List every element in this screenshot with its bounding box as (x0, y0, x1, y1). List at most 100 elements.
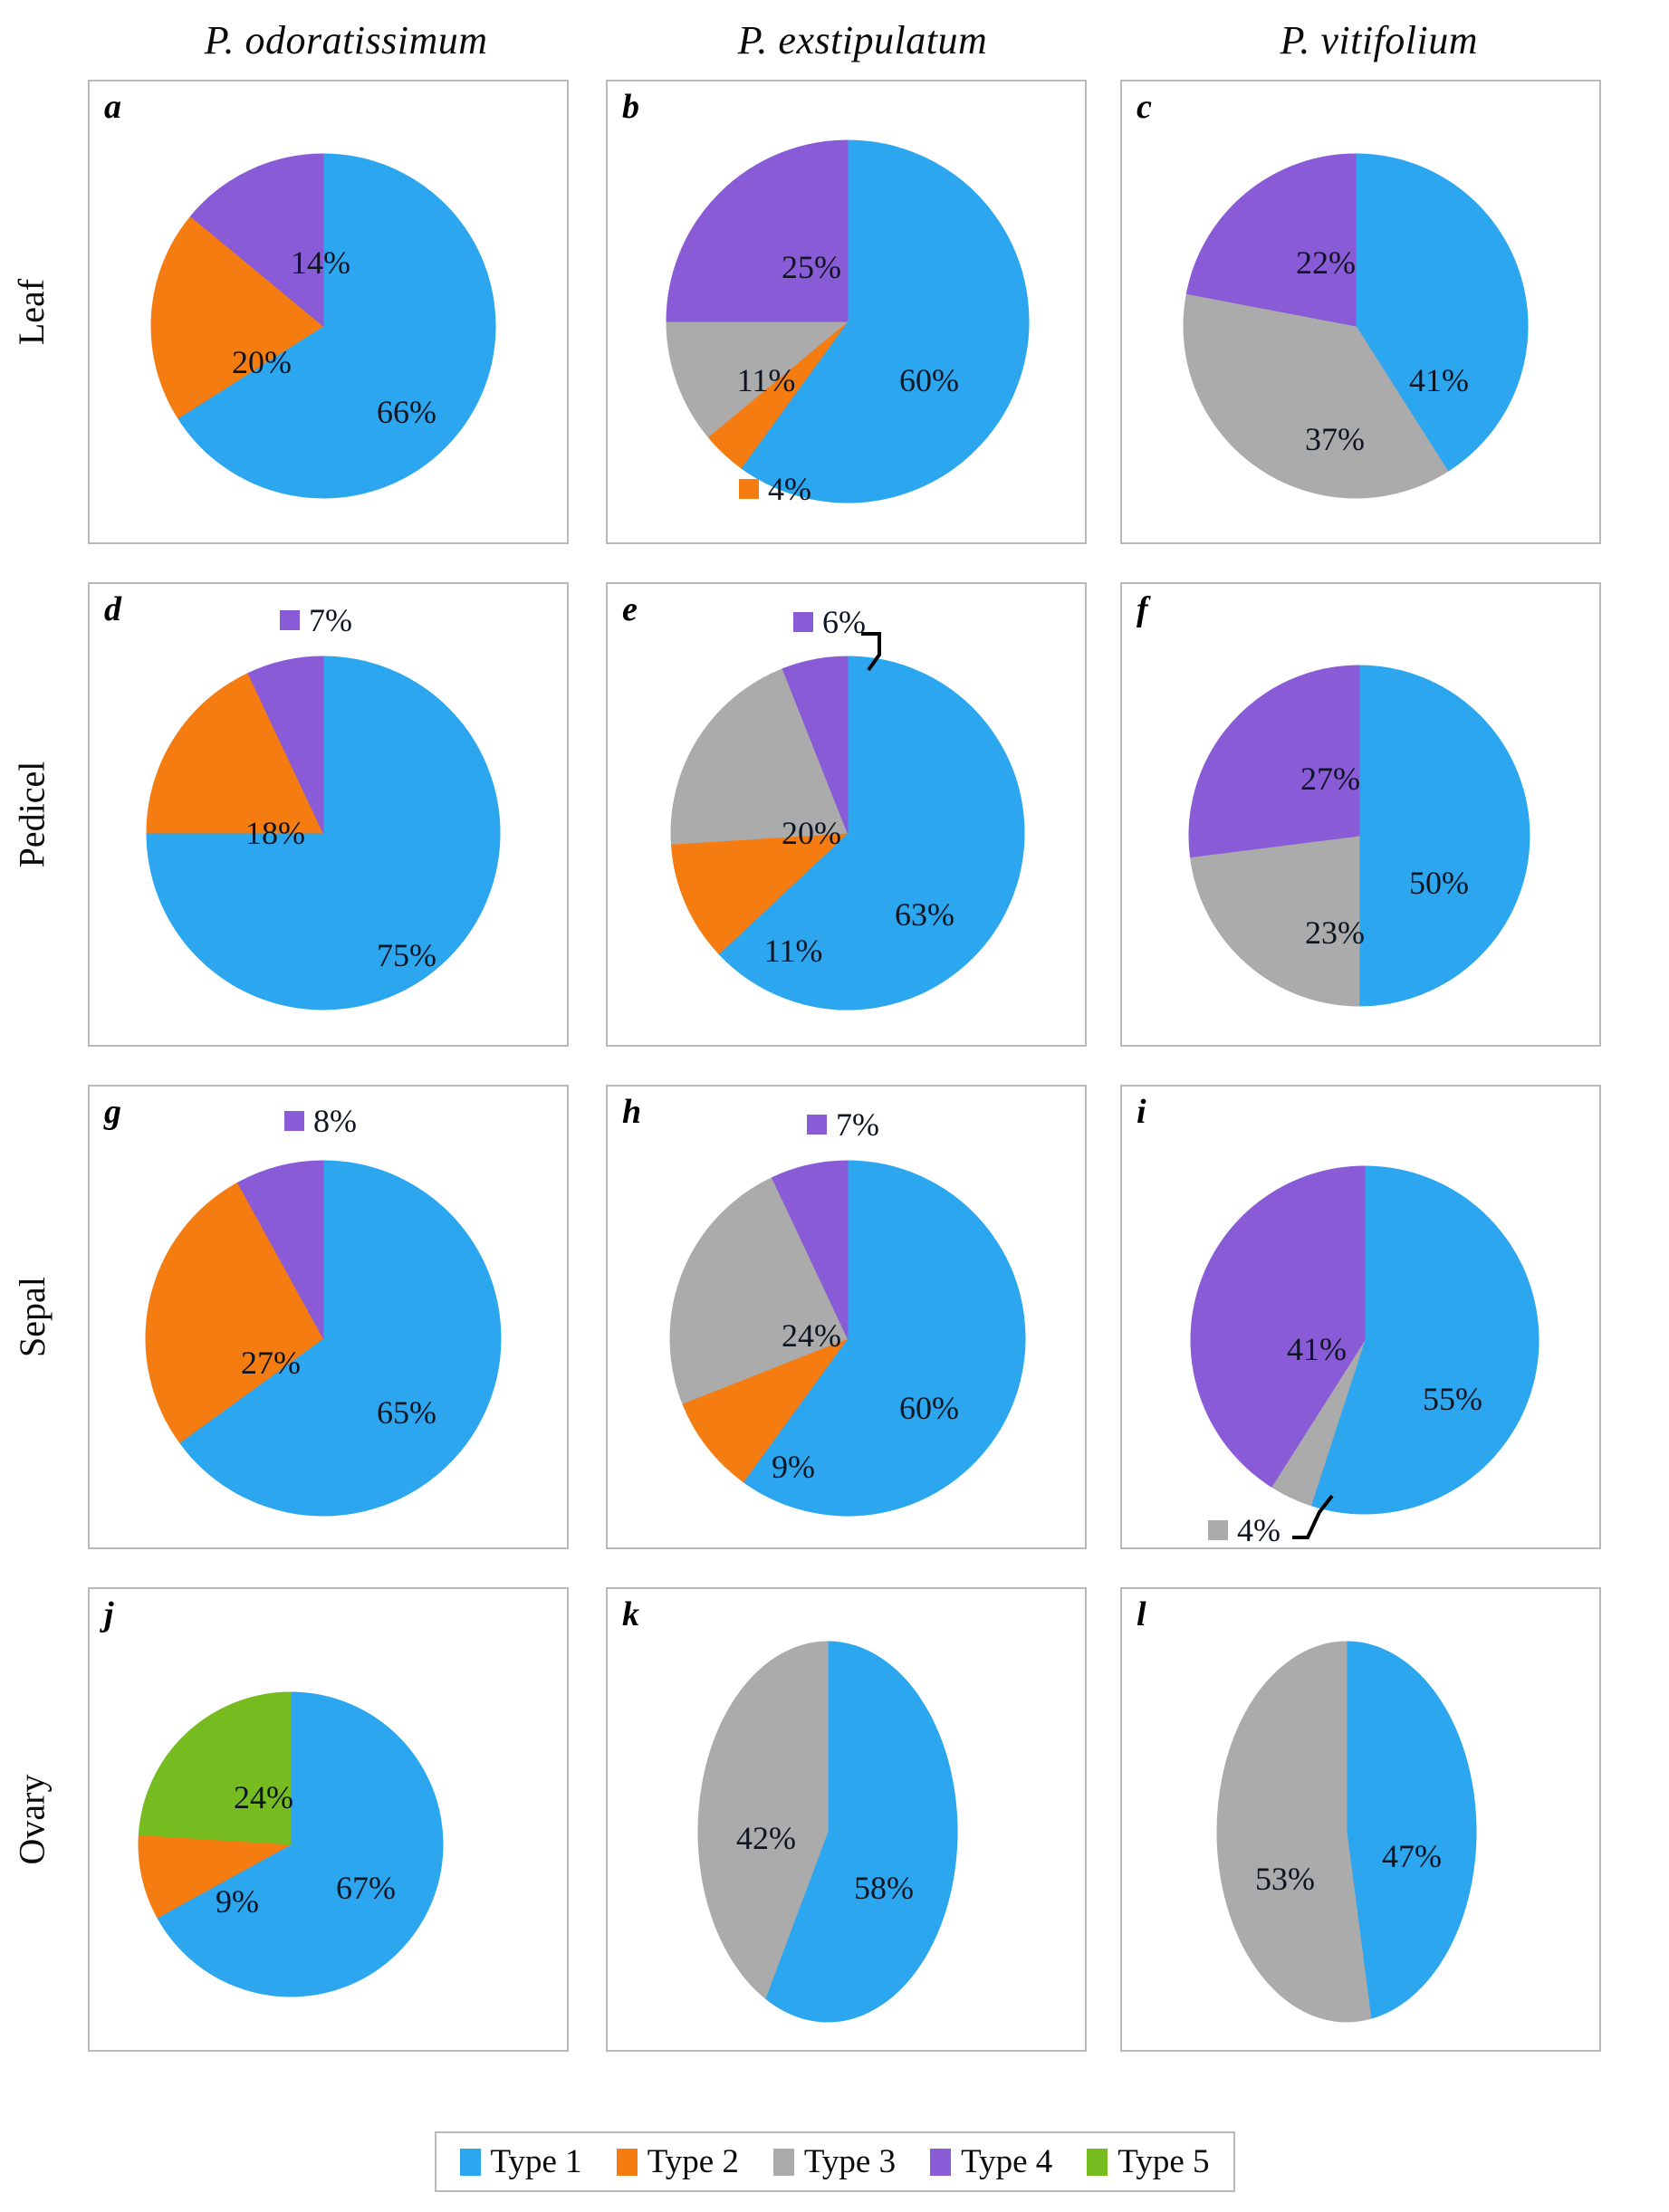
pie-slice-a-type-2[interactable] (150, 215, 324, 419)
panel-letter-d: d (104, 590, 121, 628)
pie-slice-f-type-4[interactable] (1188, 665, 1360, 858)
pie-slice-b-type-4[interactable] (666, 139, 849, 322)
external-slice-label-g: 8% (284, 1102, 357, 1140)
slice-label-a-0: 66% (377, 394, 436, 430)
external-slice-label-b: 4% (739, 470, 811, 508)
pie-slice-i-type-1[interactable] (1310, 1165, 1540, 1515)
slice-label-g-1: 27% (241, 1345, 301, 1381)
pie-slice-b-type-3[interactable] (666, 321, 849, 438)
pie-slice-h-type-3[interactable] (669, 1176, 849, 1404)
pie-slice-f-type-1[interactable] (1358, 665, 1530, 1007)
pie-slice-b-type-1[interactable] (740, 139, 1030, 503)
pie-b (666, 139, 1030, 503)
legend-item-type-4[interactable]: Type 4 (930, 2142, 1052, 2181)
column-header-odoratissimum: P. odoratissimum (204, 17, 488, 62)
legend-item-type-5[interactable]: Type 5 (1087, 2142, 1210, 2181)
pie-slice-d-type-1[interactable] (146, 656, 501, 1010)
pie-d (146, 656, 501, 1010)
legend-item-type-1[interactable]: Type 1 (459, 2142, 582, 2181)
legend-label: Type 1 (490, 2143, 582, 2180)
pie-panel-d: d 75% 18% 7% (88, 582, 569, 1047)
slice-label-b-3: 25% (782, 249, 841, 285)
pie-panel-f: f 50% 23% 27% (1120, 582, 1601, 1047)
legend-item-type-3[interactable]: Type 3 (772, 2142, 896, 2181)
external-slice-label-e: 6% (793, 603, 866, 641)
row-label-sepal: Sepal (0, 1085, 63, 1549)
row-label-leaf: Leaf (0, 80, 63, 544)
row-label-ovary-text: Ovary (11, 1774, 53, 1865)
pie-slice-j-type-2[interactable] (138, 1834, 293, 1919)
slice-label-h-0: 60% (899, 1390, 959, 1426)
pie-slice-l-type-1[interactable] (1346, 1641, 1477, 2019)
pie-slice-d-type-4[interactable] (247, 656, 324, 834)
pie-slice-e-type-2[interactable] (670, 832, 849, 955)
pie-slice-i-type-4[interactable] (1190, 1165, 1366, 1488)
slice-swatch-icon (739, 479, 759, 499)
column-header-vitifolium: P. vitifolium (1280, 17, 1478, 62)
external-slice-label-h: 7% (807, 1106, 879, 1144)
pie-slice-a-type-4[interactable] (189, 153, 324, 328)
pie-slice-g-type-1[interactable] (178, 1160, 502, 1517)
pie-slice-j-type-1[interactable] (157, 1691, 444, 1997)
row-label-sepal-text: Sepal (11, 1277, 53, 1357)
row-label-pedicel: Pedicel (0, 582, 63, 1047)
pie-panel-g: g 65% 27% 8% (88, 1085, 569, 1549)
legend-label: Type 2 (647, 2143, 739, 2180)
pie-slice-g-type-4[interactable] (236, 1160, 324, 1339)
pie-slice-l-type-3[interactable] (1216, 1641, 1372, 2023)
slice-label-i-0: 55% (1423, 1381, 1482, 1417)
pie-slice-c-type-3[interactable] (1183, 292, 1449, 499)
pie-panel-b: b 60% 4% 11% 25% (606, 80, 1087, 544)
panel-letter-a: a (104, 88, 121, 126)
slice-value-text: 4% (1237, 1512, 1281, 1548)
pie-slice-h-type-1[interactable] (743, 1160, 1026, 1517)
pie-slice-e-type-3[interactable] (670, 668, 849, 845)
pie-panel-l: l 47% 53% (1120, 1587, 1601, 2052)
external-slice-label-d: 7% (280, 601, 352, 639)
pie-slice-k-type-1[interactable] (764, 1641, 958, 2023)
slice-label-c-1: 37% (1305, 421, 1365, 457)
legend-swatch-icon (1087, 2148, 1108, 2176)
pie-slice-j-type-5[interactable] (138, 1691, 292, 1845)
pie-panel-c: c 41% 37% 22% (1120, 80, 1601, 544)
slice-value-text: 7% (309, 602, 352, 638)
pie-chart-grid: a 66% 20% 14% b 60% 4% 11% 25% c 41% 37% 22% d 75% 18% 7… (88, 80, 1637, 2092)
row-label-leaf-text: Leaf (11, 278, 53, 346)
panel-letter-l: l (1137, 1595, 1146, 1633)
pie-slice-c-type-1[interactable] (1355, 153, 1529, 473)
legend-swatch-icon (616, 2148, 638, 2176)
pie-slice-h-type-4[interactable] (771, 1160, 849, 1339)
pie-slice-e-type-4[interactable] (782, 656, 849, 834)
slice-label-i-2: 41% (1287, 1331, 1347, 1367)
panel-letter-c: c (1137, 88, 1152, 126)
slice-label-d-1: 18% (245, 815, 305, 851)
slice-label-j-0: 67% (336, 1870, 396, 1906)
pie-slice-e-type-1[interactable] (718, 656, 1025, 1010)
pie-slice-c-type-4[interactable] (1185, 153, 1357, 327)
pie-panel-h: h 60% 9% 24% 7% (606, 1085, 1087, 1549)
pie-slice-f-type-3[interactable] (1189, 835, 1360, 1007)
panel-letter-k: k (622, 1595, 639, 1633)
slice-label-d-0: 75% (377, 937, 436, 973)
legend-label: Type 4 (961, 2143, 1053, 2180)
slice-label-f-1: 23% (1305, 914, 1365, 951)
legend-item-type-2[interactable]: Type 2 (616, 2142, 739, 2181)
pie-e (670, 632, 1025, 1010)
slice-value-text: 6% (822, 604, 866, 640)
slice-label-j-1: 9% (216, 1883, 259, 1920)
pie-slice-g-type-2[interactable] (145, 1182, 324, 1443)
slice-label-f-0: 50% (1409, 865, 1469, 901)
row-label-ovary: Ovary (0, 1587, 63, 2052)
legend-swatch-icon (459, 2148, 481, 2176)
pie-l (1216, 1641, 1477, 2023)
pie-a (150, 153, 496, 499)
pie-slice-h-type-2[interactable] (682, 1336, 849, 1483)
slice-value-text: 7% (836, 1106, 879, 1143)
pie-panel-e: e 63% 11% 20% 6% (606, 582, 1087, 1047)
pie-slice-k-type-3[interactable] (697, 1641, 829, 1999)
slice-label-b-0: 60% (899, 362, 959, 398)
pie-slice-d-type-2[interactable] (146, 672, 324, 834)
pie-slice-a-type-1[interactable] (177, 153, 496, 499)
slice-label-a-1: 20% (232, 344, 292, 380)
slice-swatch-icon (1208, 1520, 1228, 1540)
